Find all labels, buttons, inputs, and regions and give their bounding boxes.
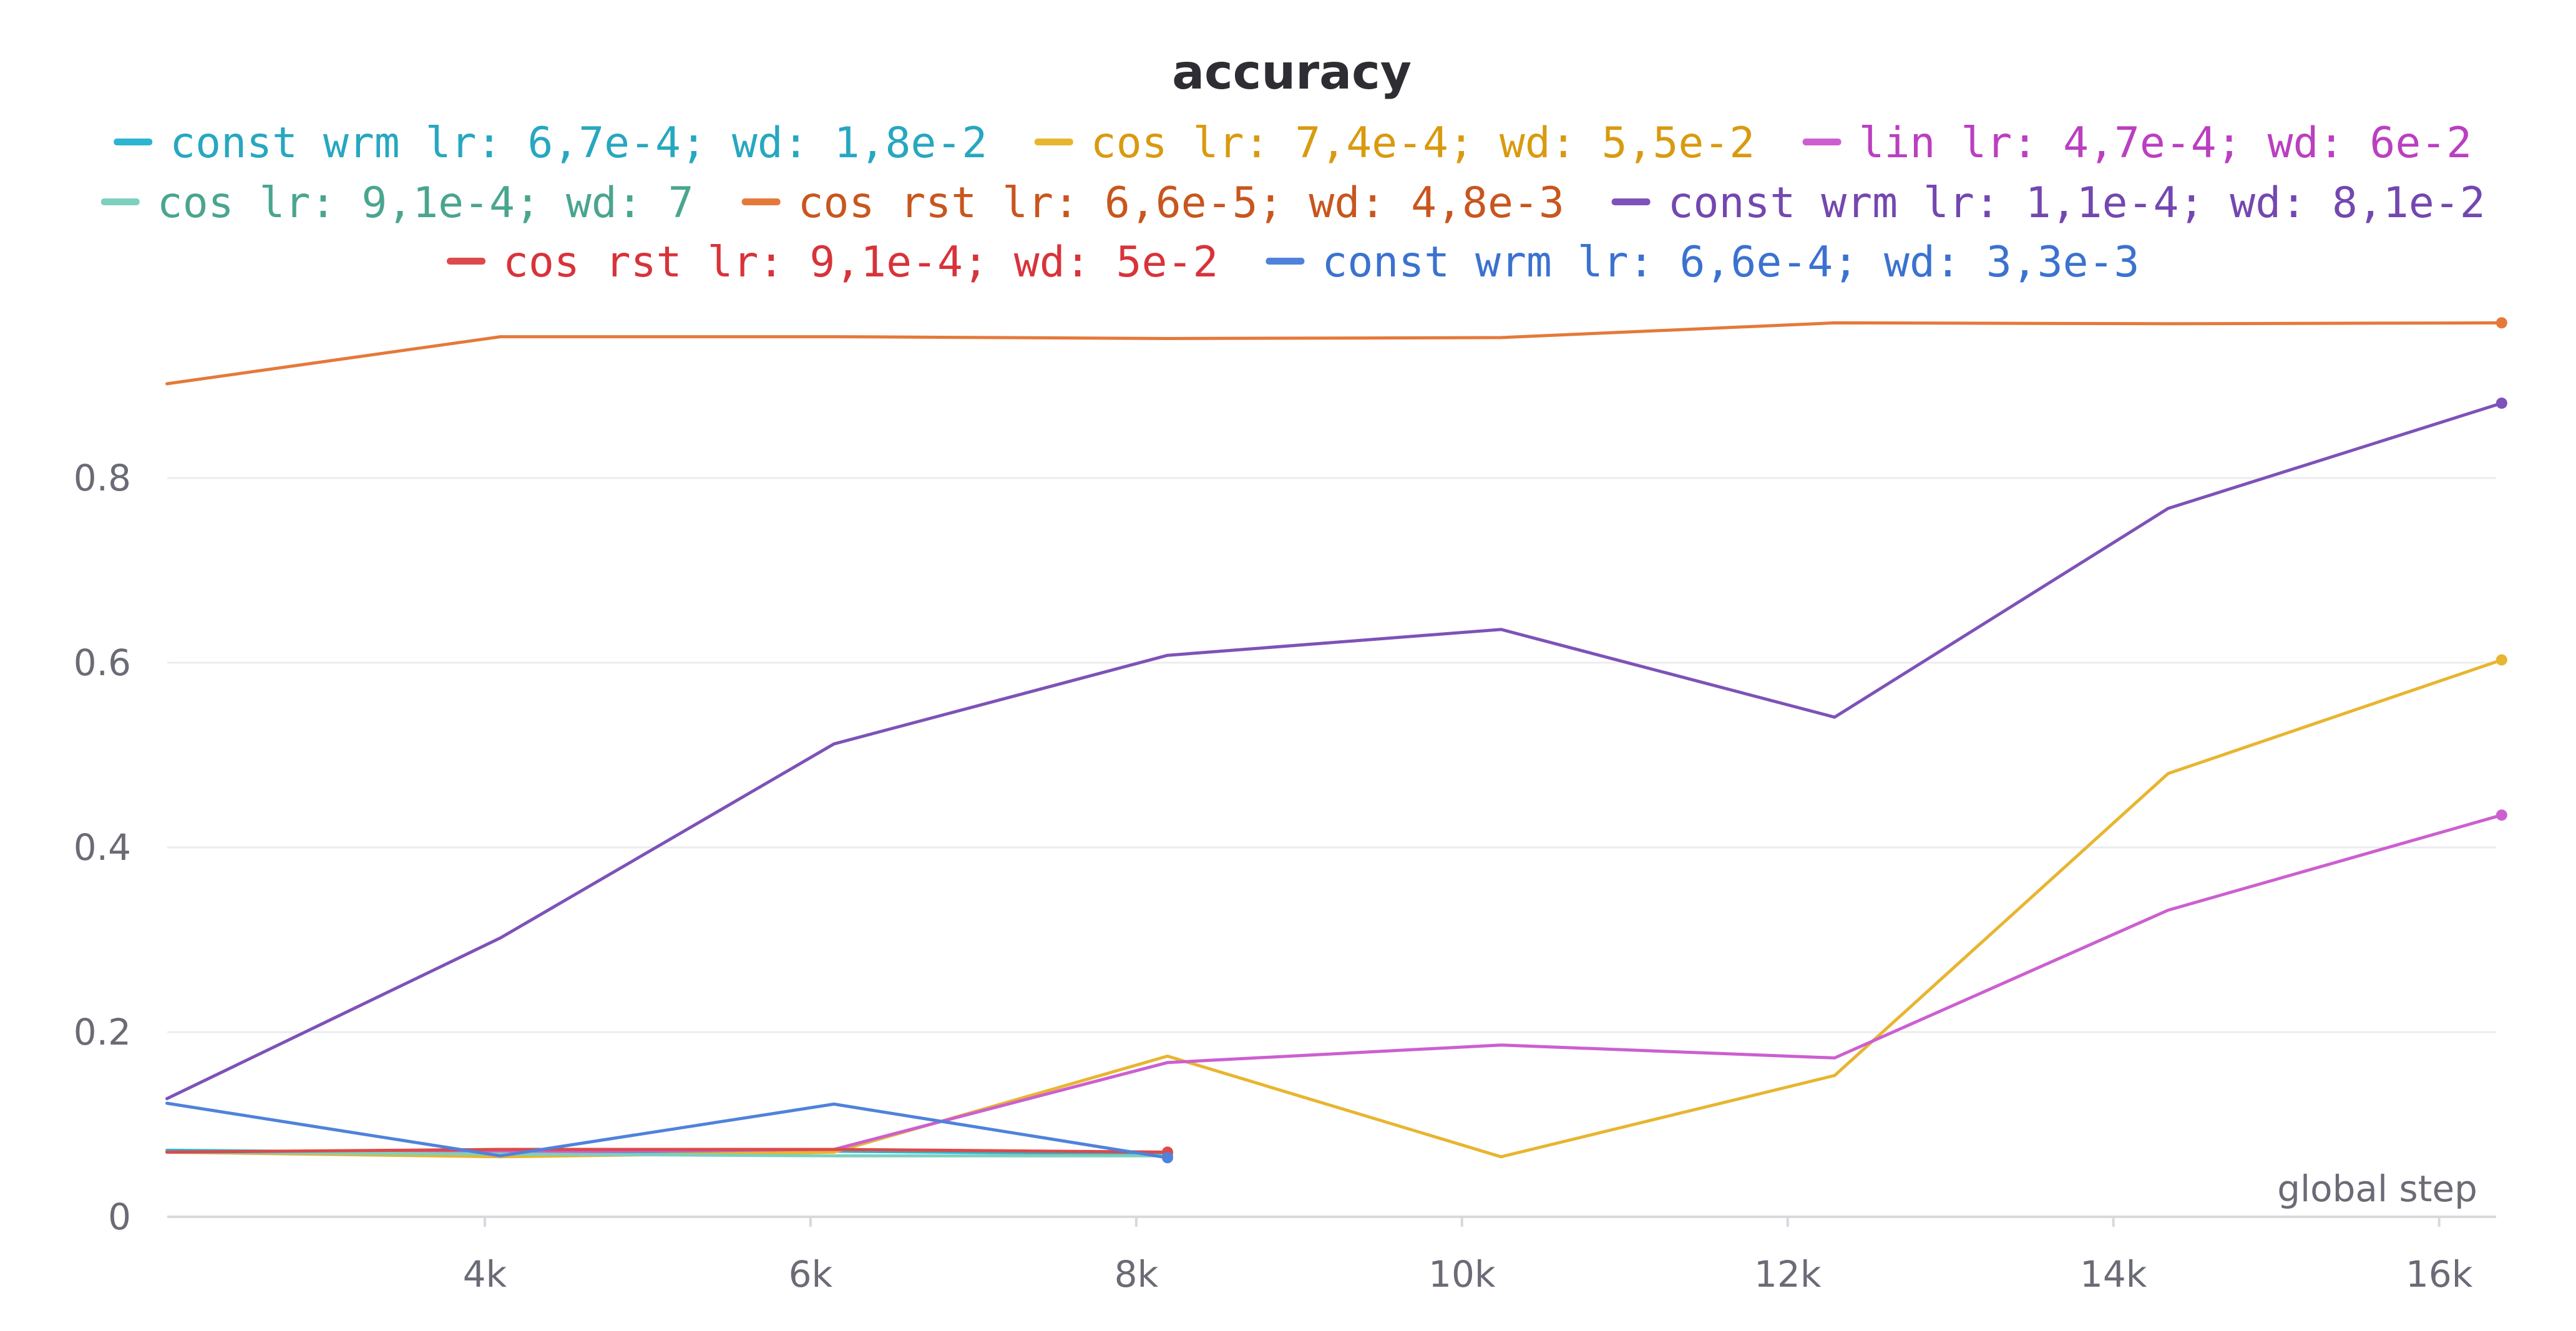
series-end-point — [1161, 1152, 1173, 1164]
legend-label: lin lr: 4,7e-4; wd: 6e-2 — [1859, 119, 2472, 168]
series-layer — [165, 317, 2507, 1164]
data-point — [165, 383, 168, 386]
data-point — [1166, 1061, 1169, 1064]
data-point — [1166, 337, 1169, 340]
series-line[interactable] — [165, 658, 2504, 1159]
legend: const wrm lr: 6,7e-4; wd: 1,8e-2 cos lr: … — [100, 119, 2486, 287]
legend-label: const wrm lr: 1,1e-4; wd: 8,1e-2 — [1668, 178, 2486, 228]
data-point — [1833, 321, 1836, 324]
legend-item[interactable]: const wrm lr: 6,7e-4; wd: 1,8e-2 — [114, 119, 987, 168]
data-point — [2167, 507, 2170, 510]
chart-title: accuracy — [1172, 45, 1412, 100]
data-point — [499, 335, 502, 338]
legend-swatch — [1611, 198, 1651, 205]
data-point — [2167, 772, 2170, 775]
legend-item[interactable]: cos lr: 9,1e-4; wd: 7 — [100, 178, 694, 228]
y-tick-label: 0.6 — [74, 641, 131, 684]
series-1 — [165, 654, 2507, 1159]
x-tick-label: 8k — [1115, 1253, 1159, 1295]
series-line[interactable] — [165, 1101, 1169, 1159]
x-tick-label: 14k — [2080, 1253, 2147, 1295]
series-4 — [165, 317, 2507, 386]
data-point — [499, 1154, 502, 1158]
x-tick-label: 16k — [2406, 1253, 2473, 1295]
series-line[interactable] — [165, 321, 2504, 386]
legend-item[interactable]: cos rst lr: 9,1e-4; wd: 5e-2 — [447, 238, 1218, 287]
x-tick-label: 4k — [463, 1253, 507, 1295]
legend-label: cos rst lr: 9,1e-4; wd: 5e-2 — [503, 238, 1218, 287]
data-point — [2167, 909, 2170, 912]
legend-item[interactable]: cos rst lr: 6,6e-5; wd: 4,8e-3 — [741, 178, 1564, 228]
series-2 — [165, 809, 2507, 1154]
series-line[interactable] — [165, 1150, 1169, 1158]
legend-label: cos lr: 9,1e-4; wd: 7 — [157, 178, 694, 228]
data-point — [499, 1148, 502, 1151]
data-point — [832, 1151, 836, 1154]
data-point — [1166, 654, 1169, 657]
legend-item[interactable]: const wrm lr: 6,6e-4; wd: 3,3e-3 — [1266, 238, 2139, 287]
series-end-point — [2496, 317, 2507, 329]
legend-label: cos rst lr: 6,6e-5; wd: 4,8e-3 — [798, 178, 1564, 228]
y-tick-label: 0.8 — [74, 457, 131, 499]
x-tick-label: 10k — [1428, 1253, 1496, 1295]
data-point — [1833, 1074, 1836, 1077]
data-point — [1500, 1155, 1503, 1158]
x-tick-label: 12k — [1754, 1253, 1822, 1295]
legend-label: const wrm lr: 6,7e-4; wd: 1,8e-2 — [170, 119, 987, 168]
data-point — [832, 743, 836, 746]
series-7 — [165, 1101, 1173, 1164]
x-tick-label: 6k — [789, 1253, 833, 1295]
data-point — [2167, 322, 2170, 325]
legend-swatch — [741, 198, 781, 205]
data-point — [832, 1148, 836, 1151]
data-point — [165, 1097, 168, 1100]
legend-swatch — [114, 139, 153, 145]
data-point — [832, 1154, 836, 1158]
legend-item[interactable]: lin lr: 4,7e-4; wd: 6e-2 — [1802, 119, 2472, 168]
data-point — [832, 335, 836, 338]
data-point — [1500, 628, 1503, 631]
legend-swatch — [1266, 258, 1305, 265]
series-line[interactable] — [165, 1148, 1169, 1154]
legend-swatch — [100, 198, 140, 205]
series-end-point — [2496, 397, 2507, 409]
series-end-point — [2496, 654, 2507, 666]
legend-item[interactable]: const wrm lr: 1,1e-4; wd: 8,1e-2 — [1611, 178, 2486, 228]
y-tick-label: 0 — [108, 1196, 131, 1238]
legend-swatch — [1034, 139, 1073, 145]
legend-swatch — [447, 258, 485, 265]
data-point — [1833, 716, 1836, 719]
series-line[interactable] — [165, 813, 2504, 1154]
x-axis-label: global step — [2277, 1168, 2477, 1210]
grid-lines — [167, 477, 2496, 1033]
legend-label: cos lr: 7,4e-4; wd: 5,5e-2 — [1091, 119, 1755, 168]
legend-item[interactable]: cos lr: 7,4e-4; wd: 5,5e-2 — [1034, 119, 1755, 168]
y-tick-label: 0.4 — [74, 826, 131, 869]
data-point — [165, 1101, 168, 1104]
series-5 — [165, 397, 2507, 1101]
series-line[interactable] — [165, 401, 2504, 1101]
data-point — [1500, 1043, 1503, 1046]
legend-label: const wrm lr: 6,6e-4; wd: 3,3e-3 — [1322, 238, 2139, 287]
data-point — [832, 1103, 836, 1106]
legend-swatch — [1802, 139, 1842, 145]
data-point — [1833, 1056, 1836, 1060]
series-end-point — [2496, 809, 2507, 821]
data-point — [1500, 336, 1503, 339]
data-point — [1166, 1055, 1169, 1058]
data-point — [499, 937, 502, 940]
axes: 0 0.2 0.4 0.6 0.8 4k 6k 8k 10k 12k 14k 16k — [74, 457, 2496, 1295]
y-tick-label: 0.2 — [74, 1011, 131, 1053]
data-point — [165, 1151, 168, 1154]
